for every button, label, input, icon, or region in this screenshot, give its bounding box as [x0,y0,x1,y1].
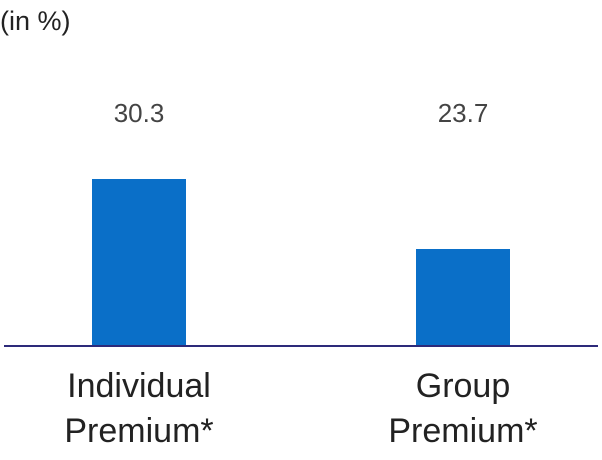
category-label-1-line-2: Premium* [64,412,213,450]
category-label-2-line-2: Premium* [388,412,537,450]
unit-label: (in %) [0,6,71,36]
value-label-2: 23.7 [438,98,489,128]
bars-group [92,179,510,346]
value-labels-group: 30.3 23.7 [114,98,489,128]
bar-2 [416,249,510,346]
category-labels-group: Individual Premium* Group Premium* [64,367,537,450]
value-label-1: 30.3 [114,98,165,128]
bar-1 [92,179,186,346]
category-label-2-line-1: Group [416,367,511,405]
category-label-1-line-1: Individual [67,367,211,405]
